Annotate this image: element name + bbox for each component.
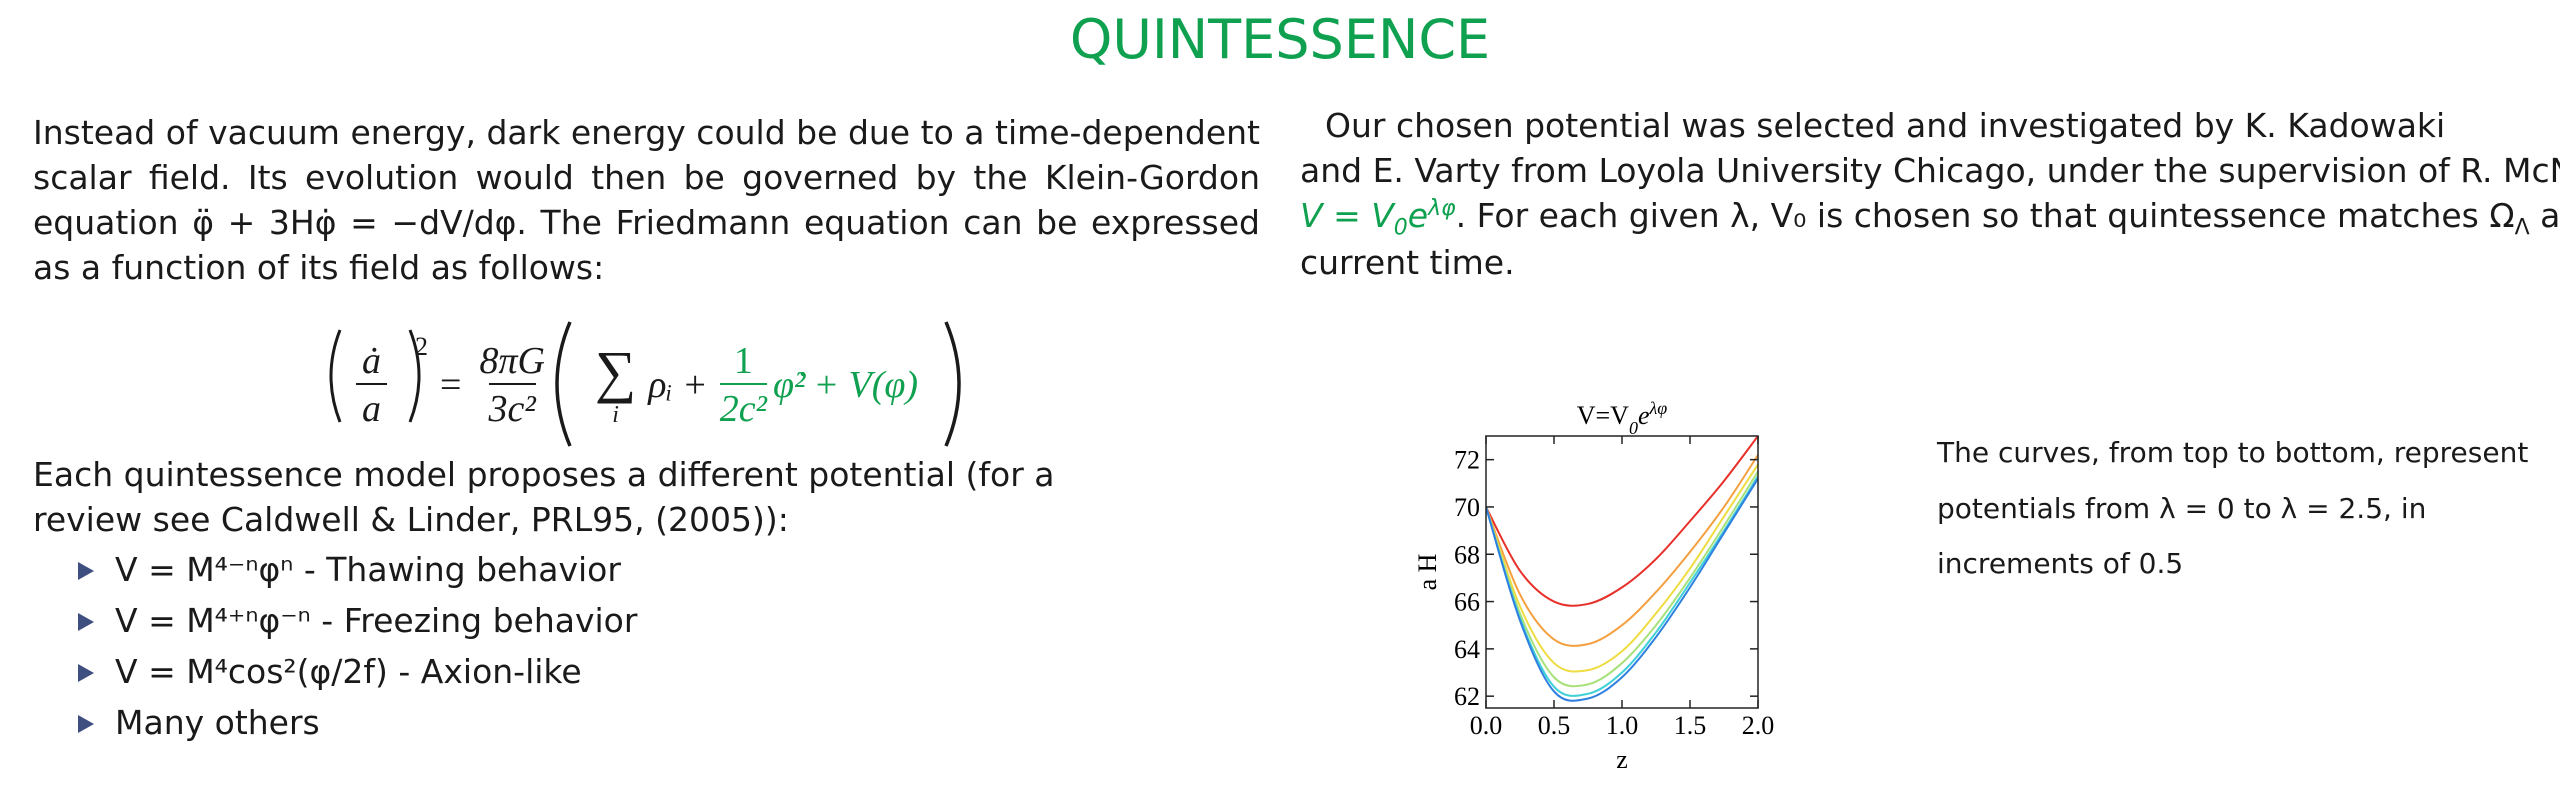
x-axis-label: z bbox=[1616, 745, 1628, 774]
chart-title-part: V=V bbox=[1577, 401, 1629, 430]
eq-text: 3c² bbox=[488, 383, 536, 431]
y-tick-label: 72 bbox=[1454, 446, 1480, 475]
y-tick-label: 66 bbox=[1454, 588, 1480, 617]
formula-text: λφ bbox=[1428, 196, 1456, 221]
eq-text: i bbox=[612, 401, 619, 428]
eq-text: + V(φ) bbox=[813, 364, 919, 406]
paragraph-line: and E. Varty from Loyola University Chic… bbox=[1300, 151, 2560, 190]
paragraph-line: V = V0eλφ. For each given λ, V₀ is chose… bbox=[1300, 196, 2560, 241]
eq-text: a bbox=[356, 383, 387, 431]
bullet-text: V = M⁴cos²(φ/2f) - Axion-like bbox=[115, 652, 582, 691]
y-tick-label: 64 bbox=[1454, 635, 1480, 664]
bullet-text: V = M⁴⁺ⁿφ⁻ⁿ - Freezing behavior bbox=[115, 601, 638, 640]
curve bbox=[1486, 478, 1758, 702]
curve bbox=[1486, 463, 1758, 673]
caption-line: increments of 0.5 bbox=[1937, 547, 2184, 580]
x-tick-label: 1.0 bbox=[1606, 711, 1639, 740]
y-tick-label: 68 bbox=[1454, 540, 1480, 569]
caption-line: potentials from λ = 0 to λ = 2.5, in bbox=[1937, 492, 2427, 525]
eq-text: 2 bbox=[415, 332, 428, 361]
equation-parens bbox=[329, 321, 961, 447]
text: at bbox=[2540, 196, 2560, 235]
bullet-text: V = M⁴⁻ⁿφⁿ - Thawing behavior bbox=[115, 550, 621, 589]
formula-text: 0 bbox=[1393, 215, 1408, 241]
x-tick-label: 2.0 bbox=[1742, 711, 1775, 740]
chart: V=V0eλφ 62 64 66 68 70 72 0.0 0.5 1.0 1.5 2.0 z a H bbox=[1413, 398, 1775, 774]
text: Λ bbox=[2514, 215, 2530, 241]
chart-title: V=V0eλφ bbox=[1577, 398, 1668, 438]
x-tick-label: 0.5 bbox=[1538, 711, 1571, 740]
x-tick-label: 1.5 bbox=[1674, 711, 1707, 740]
paragraph: Each quintessence model proposes a diffe… bbox=[33, 455, 1055, 539]
text: . For each given λ, V₀ is chosen so that… bbox=[1455, 196, 2515, 235]
eq-text: ȧ bbox=[362, 340, 381, 382]
eq-text: ∑ bbox=[594, 338, 637, 404]
eq-text: 1 bbox=[733, 340, 753, 382]
chart-title-part: λφ bbox=[1649, 398, 1668, 418]
y-tick-label: 62 bbox=[1454, 682, 1480, 711]
chart-title-part: e bbox=[1638, 401, 1650, 430]
formula-text: V = V bbox=[1300, 196, 1394, 235]
y-axis-label: a H bbox=[1413, 553, 1442, 590]
slide-title: QUINTESSENCE bbox=[1069, 8, 1491, 71]
x-tick-label: 0.0 bbox=[1470, 711, 1503, 740]
formula: V = V0eλφ bbox=[1300, 196, 1456, 241]
eq-text: 8πG bbox=[479, 340, 545, 382]
curve bbox=[1486, 454, 1758, 647]
bullet-icon bbox=[78, 562, 94, 580]
eq-text: = bbox=[440, 364, 462, 406]
bullet-icon bbox=[78, 613, 94, 631]
eq-text: φ̇² bbox=[772, 364, 806, 406]
y-tick-label: 70 bbox=[1454, 493, 1480, 522]
plot-area bbox=[1486, 436, 1758, 702]
chart-title-part: 0 bbox=[1629, 418, 1638, 438]
eq-text: ρᵢ + bbox=[648, 364, 708, 406]
bullet-icon bbox=[78, 715, 94, 733]
plot-frame bbox=[1485, 435, 1759, 709]
caption-line: The curves, from top to bottom, represen… bbox=[1937, 436, 2529, 469]
bullet-text: Many others bbox=[115, 703, 320, 742]
paragraph: Instead of vacuum energy, dark energy co… bbox=[33, 113, 1260, 287]
formula-text: e bbox=[1407, 196, 1429, 235]
paragraph-line: Our chosen potential was selected and in… bbox=[1325, 106, 2446, 145]
curve bbox=[1486, 436, 1758, 607]
curve bbox=[1486, 470, 1758, 688]
eq-text: 2c² bbox=[719, 383, 767, 431]
bullet-icon bbox=[78, 664, 94, 682]
paragraph-line: current time. bbox=[1300, 243, 1515, 282]
